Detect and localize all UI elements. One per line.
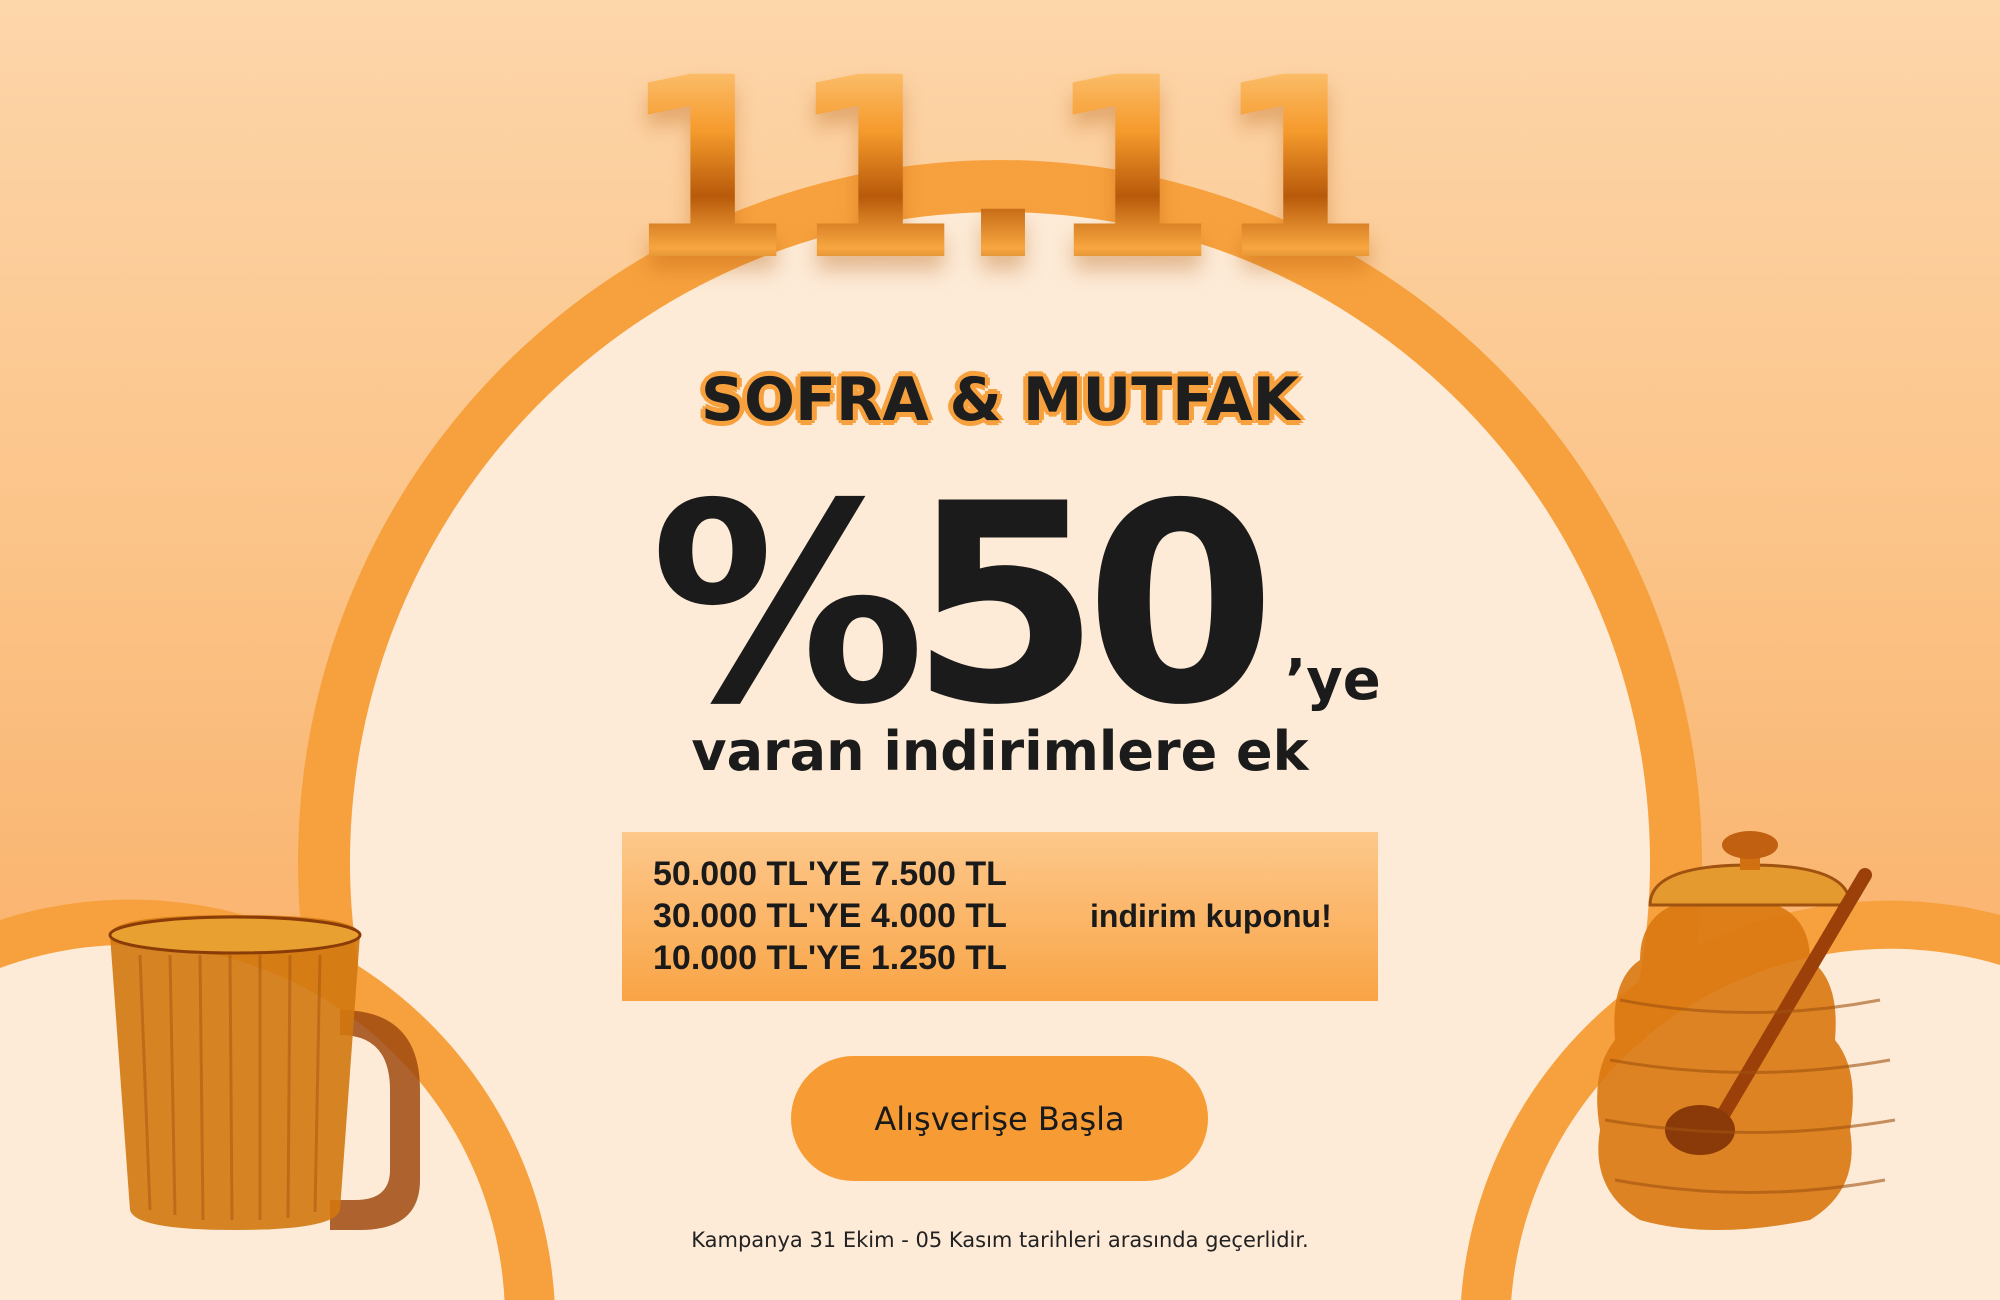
discount-suffix: ’ye — [1285, 648, 1381, 713]
coupon-box: 50.000 TL'YE 7.500 TL 30.000 TL'YE 4.000… — [622, 832, 1378, 1001]
event-title: 11.11 — [0, 40, 2000, 300]
discount-caption: varan indirimlere ek — [691, 720, 1309, 783]
amber-glass-mug-image — [108, 915, 420, 1230]
coupon-label: indirim kuponu! — [1090, 898, 1332, 934]
campaign-footnote: Kampanya 31 Ekim - 05 Kasım tarihleri ar… — [691, 1228, 1309, 1252]
coupon-line: 30.000 TL'YE 4.000 TL — [653, 897, 1007, 935]
start-shopping-button[interactable]: Alışverişe Başla — [791, 1056, 1208, 1181]
coupon-line: 10.000 TL'YE 1.250 TL — [653, 939, 1007, 977]
amber-glass-honey-jar-image — [1597, 831, 1896, 1230]
coupon-line: 50.000 TL'YE 7.500 TL — [653, 855, 1007, 893]
category-title: SOFRA & MUTFAK — [700, 365, 1300, 435]
discount-percent: %50 — [650, 445, 1276, 765]
center-circle — [350, 212, 1650, 1300]
